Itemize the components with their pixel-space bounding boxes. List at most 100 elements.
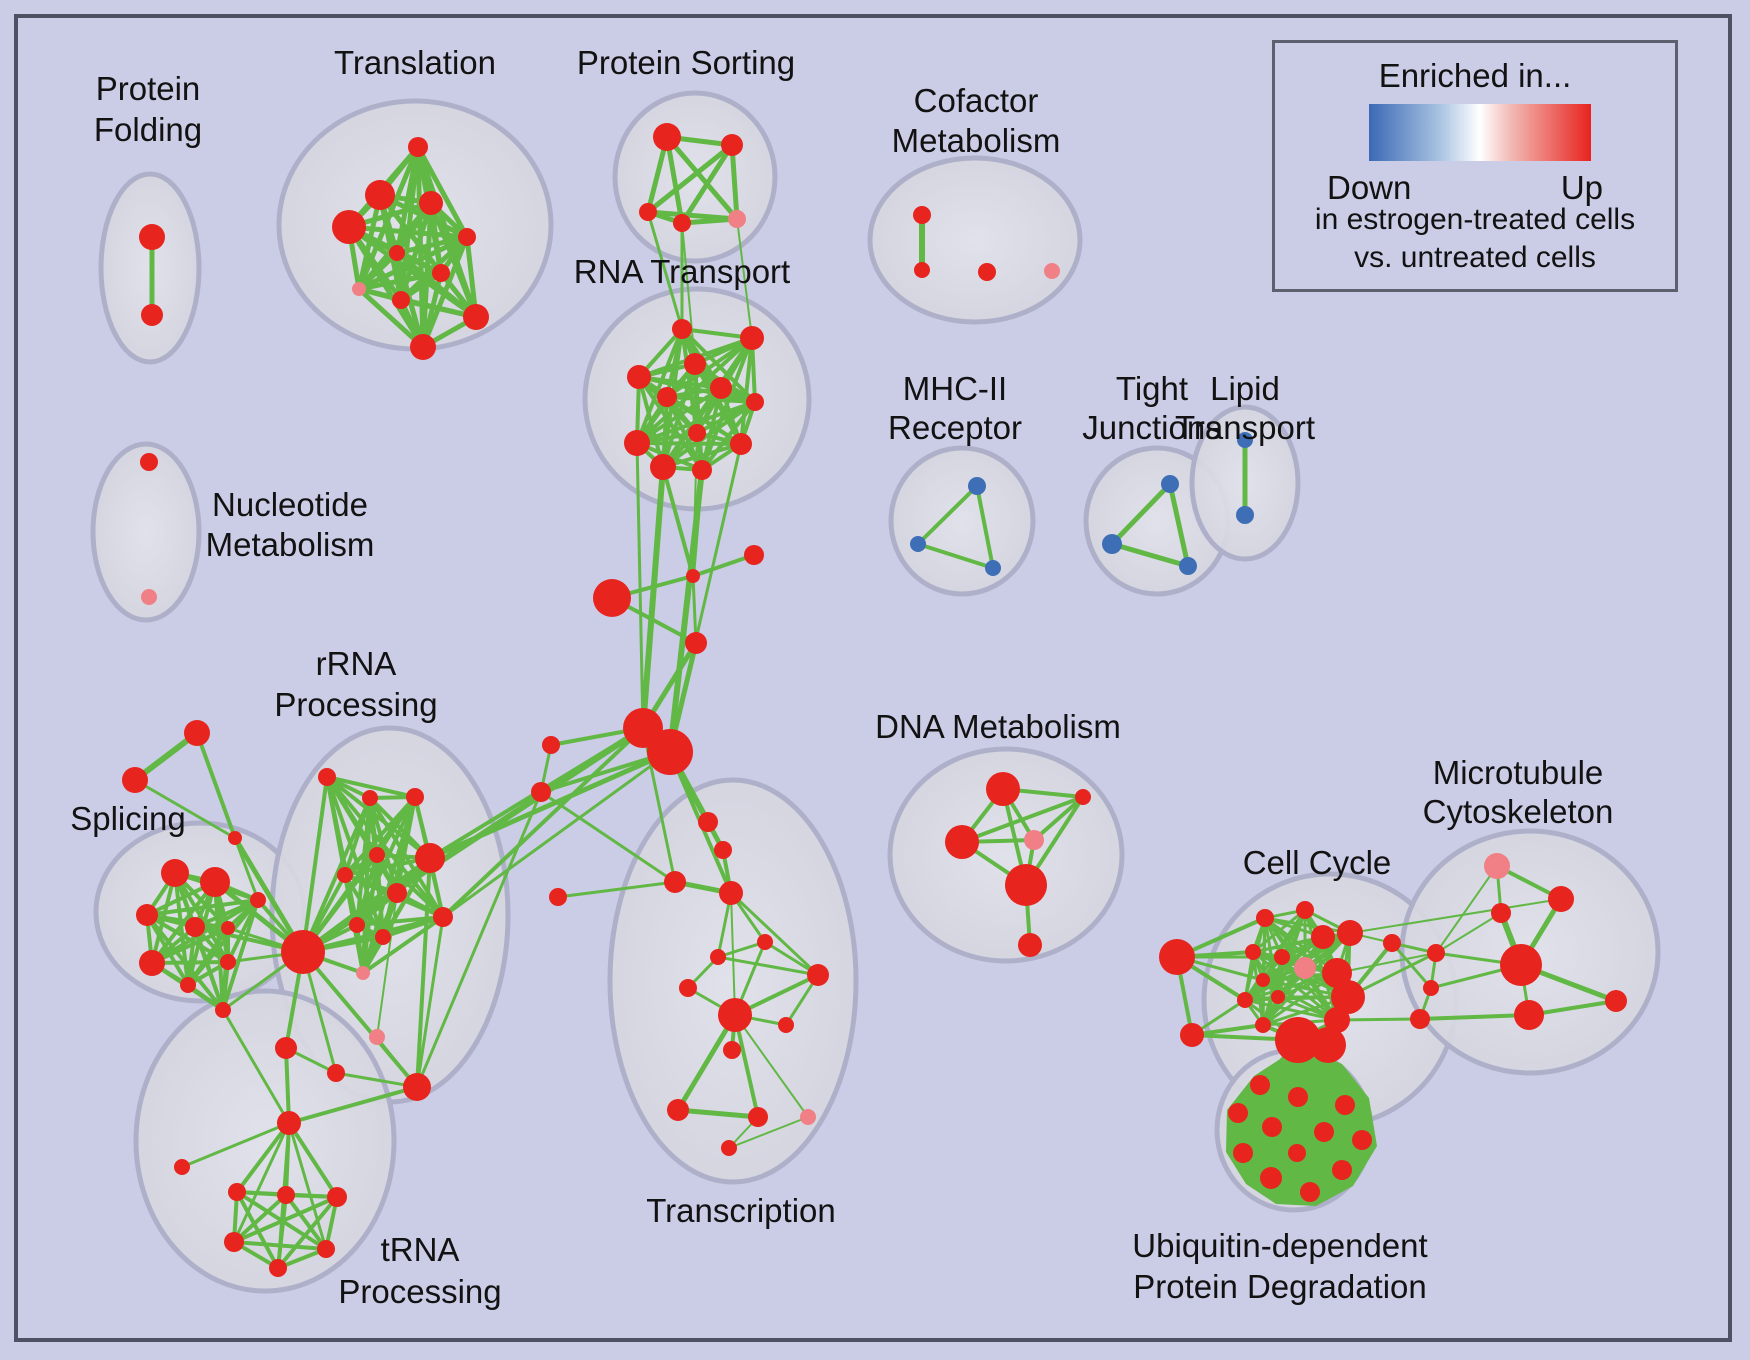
gene-set-node — [746, 393, 764, 411]
gene-set-node — [684, 353, 706, 375]
edge — [150, 898, 260, 965]
edge — [664, 134, 685, 226]
gene-set-node — [719, 881, 743, 905]
edge — [276, 1195, 339, 1270]
cluster-label-translation: Translation — [334, 44, 496, 81]
gene-set-node — [740, 326, 764, 350]
gene-set-node — [1024, 830, 1044, 850]
edge — [635, 386, 723, 445]
nodes-layer — [122, 123, 1627, 1277]
gene-set-node — [387, 883, 407, 903]
cluster-ellipse-trna-processing — [133, 988, 397, 1294]
gene-set-node — [627, 365, 651, 389]
edge — [667, 467, 705, 755]
edge — [1236, 1103, 1347, 1115]
edge — [180, 1121, 291, 1169]
edge — [232, 835, 306, 955]
edge — [640, 464, 666, 731]
cluster-label-tight-junctions: Tight Junctions — [1082, 370, 1221, 446]
edge — [729, 142, 740, 222]
gene-set-node — [1075, 789, 1091, 805]
gene-set-node — [1236, 506, 1254, 524]
edge — [734, 1014, 809, 1118]
gene-set-node — [1237, 992, 1253, 1008]
edge — [232, 1193, 288, 1244]
gene-set-node — [349, 917, 365, 933]
edge — [916, 484, 979, 546]
gene-set-node — [365, 180, 395, 210]
edge — [1295, 1138, 1364, 1155]
gene-set-node — [748, 1107, 768, 1127]
gene-set-node — [647, 729, 693, 775]
gene-set-node — [318, 768, 336, 786]
cluster-label-protein-sorting: Protein Sorting — [577, 44, 795, 81]
edge — [1243, 966, 1307, 1002]
gene-set-node — [685, 632, 707, 654]
edge — [133, 778, 237, 840]
edge — [415, 144, 470, 240]
edge — [415, 856, 432, 1089]
gene-set-node — [913, 206, 931, 224]
gene-set-node — [1044, 263, 1060, 279]
gene-set-node — [1179, 557, 1197, 575]
gene-set-node — [1324, 1007, 1350, 1033]
edge — [730, 892, 736, 1016]
edge — [287, 1121, 339, 1199]
edge — [284, 1046, 291, 1125]
edge — [635, 327, 684, 445]
cluster-ellipse-cofactor-metabolism — [867, 155, 1083, 325]
gene-set-node — [650, 454, 676, 480]
edge — [415, 915, 445, 1089]
gene-set-node — [433, 907, 453, 927]
gene-set-node — [327, 1187, 347, 1207]
gene-set-node — [1102, 534, 1122, 554]
gene-set-node — [375, 929, 391, 945]
cluster-label-lipid-transport: Lipid Transport — [1175, 370, 1315, 446]
cluster-label-rna-transport: RNA Transport — [574, 253, 790, 290]
gene-set-node — [419, 191, 443, 215]
edge — [1263, 916, 1339, 975]
gene-set-node — [721, 1140, 737, 1156]
gene-set-node — [1256, 973, 1270, 987]
gene-set-node — [721, 134, 743, 156]
edge — [356, 250, 400, 292]
gene-set-node — [1271, 990, 1285, 1004]
gene-set-node — [180, 977, 196, 993]
gene-set-node — [657, 387, 677, 407]
legend-down-label: Down — [1327, 169, 1412, 206]
edge — [221, 898, 260, 1012]
gene-set-node — [184, 720, 210, 746]
cluster-label-ubiquitin-dependent-protein-degradation: Ubiquitin-dependent Protein Degradation — [1132, 1227, 1427, 1305]
gene-set-node — [277, 1186, 295, 1204]
gene-set-node — [1260, 1167, 1282, 1189]
gene-set-node — [653, 123, 681, 151]
edge — [739, 336, 754, 446]
edge — [665, 395, 757, 404]
edge — [716, 940, 767, 959]
edge — [394, 234, 470, 256]
edge — [635, 441, 743, 446]
gene-set-node — [161, 859, 189, 887]
gene-set-node — [139, 950, 165, 976]
edge — [356, 270, 444, 292]
gene-set-node — [406, 788, 424, 806]
gene-set-node — [1337, 920, 1363, 946]
gene-set-node — [1005, 864, 1047, 906]
gene-set-node — [1548, 886, 1574, 912]
edge — [1435, 912, 1502, 954]
gene-set-node — [122, 767, 148, 793]
edge — [728, 1116, 809, 1149]
edge — [415, 790, 543, 1089]
edge — [427, 749, 673, 861]
gene-set-node — [985, 560, 1001, 576]
gene-set-node — [228, 831, 242, 845]
gene-set-node — [672, 319, 692, 339]
gene-set-node — [1250, 1075, 1270, 1095]
gene-set-node — [356, 966, 370, 980]
gene-set-node — [673, 214, 691, 232]
cluster-label-cofactor-metabolism: Cofactor Metabolism — [892, 82, 1061, 159]
cluster-label-microtubule-cytoskeleton: Microtubule Cytoskeleton — [1423, 754, 1614, 830]
edge — [733, 1013, 760, 1119]
gene-set-node — [800, 1109, 816, 1125]
